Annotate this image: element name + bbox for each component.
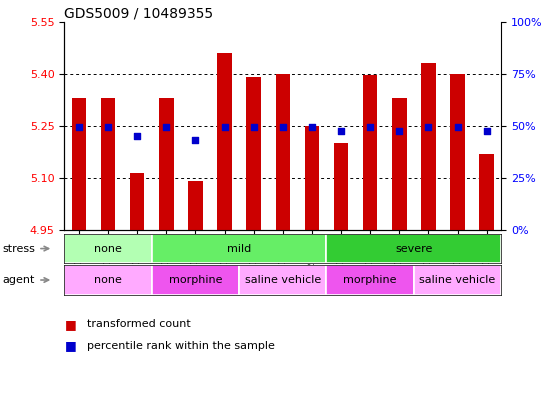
Bar — [159, 98, 174, 230]
Point — [220, 124, 229, 130]
Text: saline vehicle: saline vehicle — [419, 275, 496, 285]
Bar — [246, 77, 261, 230]
Text: none: none — [94, 244, 122, 253]
Bar — [414, 265, 501, 295]
Text: stress: stress — [3, 244, 36, 253]
Text: ■: ■ — [64, 339, 76, 353]
Bar — [326, 265, 414, 295]
Text: percentile rank within the sample: percentile rank within the sample — [87, 341, 274, 351]
Bar — [305, 126, 319, 230]
Text: agent: agent — [3, 275, 35, 285]
Text: GDS5009 / 10489355: GDS5009 / 10489355 — [64, 6, 213, 20]
Text: mild: mild — [227, 244, 251, 253]
Bar — [392, 98, 407, 230]
Bar — [152, 234, 326, 263]
Bar — [276, 73, 290, 230]
Point — [104, 124, 113, 130]
Point — [162, 124, 171, 130]
Text: morphine: morphine — [343, 275, 397, 285]
Point — [337, 128, 346, 134]
Bar — [363, 75, 377, 230]
Text: transformed count: transformed count — [87, 319, 190, 329]
Bar — [72, 98, 86, 230]
Bar — [334, 143, 348, 230]
Point — [307, 124, 316, 130]
Bar — [479, 154, 494, 230]
Bar — [326, 234, 501, 263]
Bar — [188, 181, 203, 230]
Bar — [64, 265, 152, 295]
Bar — [217, 53, 232, 230]
Bar — [64, 234, 152, 263]
Text: saline vehicle: saline vehicle — [245, 275, 321, 285]
Point — [395, 128, 404, 134]
Point — [278, 124, 287, 130]
Point — [133, 133, 142, 140]
Bar — [101, 98, 115, 230]
Text: morphine: morphine — [169, 275, 222, 285]
Text: none: none — [94, 275, 122, 285]
Point — [74, 124, 83, 130]
Point — [453, 124, 462, 130]
Text: severe: severe — [395, 244, 432, 253]
Point — [424, 124, 433, 130]
Bar — [130, 173, 144, 230]
Bar — [152, 265, 239, 295]
Text: ■: ■ — [64, 318, 76, 331]
Bar — [421, 63, 436, 230]
Point — [191, 136, 200, 143]
Point — [366, 124, 375, 130]
Point — [482, 128, 491, 134]
Bar — [450, 73, 465, 230]
Point — [249, 124, 258, 130]
Bar — [239, 265, 326, 295]
